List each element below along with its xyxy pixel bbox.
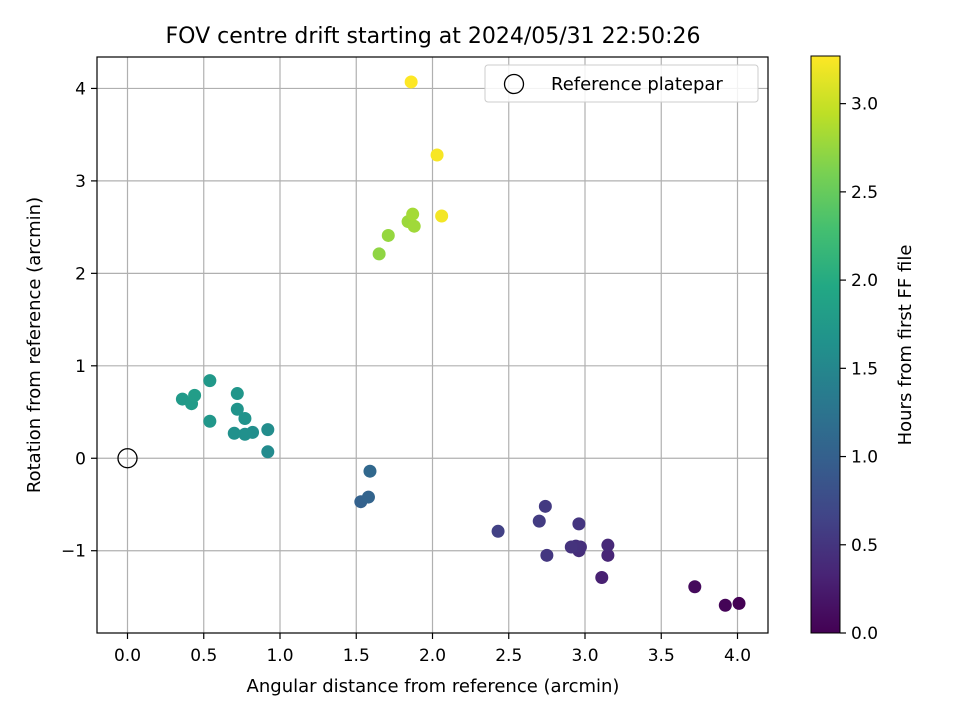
colorbar-tick-label: 0.0 xyxy=(851,624,878,644)
data-point xyxy=(491,524,505,538)
colorbar-label: Hours from first FF file xyxy=(895,245,916,446)
data-point xyxy=(230,387,244,401)
chart-title: FOV centre drift starting at 2024/05/31 … xyxy=(166,24,701,49)
y-tick-label: 3 xyxy=(75,172,86,192)
data-point xyxy=(363,464,377,478)
data-point xyxy=(230,402,244,416)
data-point xyxy=(732,596,746,610)
data-point xyxy=(238,427,252,441)
data-point xyxy=(564,540,578,554)
x-tick-label: 1.0 xyxy=(266,646,293,666)
data-point xyxy=(601,548,615,562)
x-tick-label: 3.5 xyxy=(648,646,675,666)
data-point xyxy=(538,499,552,513)
data-point xyxy=(407,219,421,233)
x-tick-label: 0.0 xyxy=(114,646,141,666)
colorbar: 0.0 0.5 1.0 1.5 2.0 2.5 3.0 Hours from first F… xyxy=(810,55,916,644)
x-axis-label: Angular distance from reference (arcmin) xyxy=(247,676,620,697)
data-point xyxy=(718,598,732,612)
data-point xyxy=(238,412,252,426)
y-tick-label: 1 xyxy=(75,357,86,377)
colorbar-tick-label: 2.0 xyxy=(851,271,878,291)
data-point xyxy=(435,209,449,223)
data-point xyxy=(430,148,444,162)
colorbar-ticks: 0.0 0.5 1.0 1.5 2.0 2.5 3.0 xyxy=(840,95,878,644)
legend-frame xyxy=(484,64,759,103)
data-point xyxy=(227,426,241,440)
x-tick-label: 3.0 xyxy=(571,646,598,666)
data-point xyxy=(261,423,275,437)
x-tick-label: 4.0 xyxy=(724,646,751,666)
data-point xyxy=(381,228,395,242)
colorbar-tick-label: 3.0 xyxy=(851,95,878,115)
legend: Reference platepar xyxy=(484,64,759,103)
data-point xyxy=(188,388,202,402)
data-points xyxy=(175,75,746,612)
legend-reference-marker xyxy=(503,73,525,95)
grid-lines xyxy=(97,57,768,633)
data-point xyxy=(404,75,418,89)
x-tick-label: 2.0 xyxy=(419,646,446,666)
colorbar-tick-label: 0.5 xyxy=(851,536,878,556)
data-point xyxy=(540,548,554,562)
legend-entry-label: Reference platepar xyxy=(551,74,723,95)
y-tick-label: 2 xyxy=(75,264,86,284)
y-tick-label: 0 xyxy=(75,449,86,469)
y-tick-label: 4 xyxy=(75,79,86,99)
y-tick-label: −1 xyxy=(61,542,86,562)
colorbar-tick-label: 2.5 xyxy=(851,183,878,203)
colorbar-gradient xyxy=(810,55,841,634)
x-tick-label: 1.5 xyxy=(343,646,370,666)
colorbar-tick-label: 1.0 xyxy=(851,448,878,468)
colorbar-tick-label: 1.5 xyxy=(851,359,878,379)
data-point xyxy=(688,580,702,594)
y-axis-ticks: −1 0 1 2 3 4 xyxy=(61,79,97,562)
data-point xyxy=(601,538,615,552)
x-tick-label: 2.5 xyxy=(495,646,522,666)
data-point xyxy=(203,374,217,388)
data-point xyxy=(572,517,586,531)
reference-marker-group xyxy=(117,448,138,469)
x-axis-ticks: 0.0 0.5 1.0 1.5 2.0 2.5 3.0 3.5 4.0 xyxy=(114,633,751,666)
x-tick-label: 0.5 xyxy=(190,646,217,666)
data-point xyxy=(532,514,546,528)
data-point xyxy=(261,445,275,459)
data-point xyxy=(406,207,420,221)
data-point xyxy=(595,571,609,585)
data-point xyxy=(203,414,217,428)
data-point xyxy=(361,490,375,504)
reference-platepar-marker xyxy=(117,448,138,469)
y-axis-label: Rotation from reference (arcmin) xyxy=(24,197,45,493)
data-point xyxy=(372,247,386,261)
